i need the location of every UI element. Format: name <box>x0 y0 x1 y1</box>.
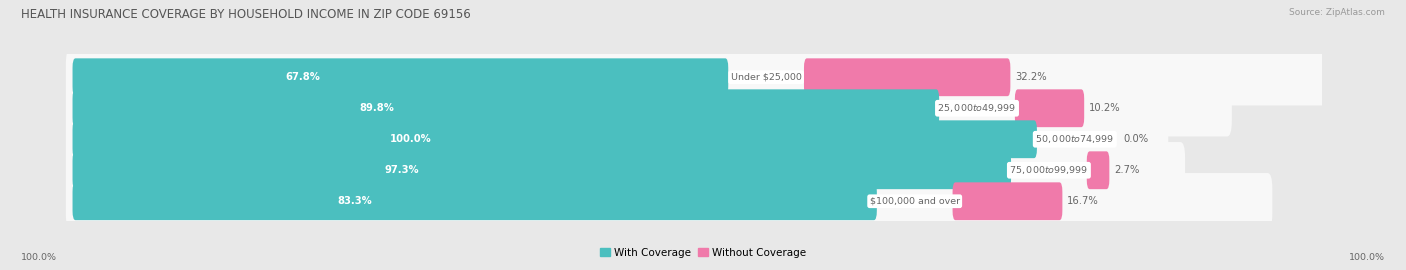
Text: 67.8%: 67.8% <box>285 72 321 82</box>
Legend: With Coverage, Without Coverage: With Coverage, Without Coverage <box>596 244 810 262</box>
FancyBboxPatch shape <box>73 182 877 220</box>
FancyBboxPatch shape <box>73 89 939 127</box>
FancyBboxPatch shape <box>66 111 1168 167</box>
Text: 100.0%: 100.0% <box>389 134 432 144</box>
FancyBboxPatch shape <box>73 58 728 96</box>
Text: 83.3%: 83.3% <box>337 196 373 206</box>
Text: $75,000 to $99,999: $75,000 to $99,999 <box>1010 164 1088 176</box>
FancyBboxPatch shape <box>1087 151 1109 189</box>
FancyBboxPatch shape <box>66 80 1232 136</box>
FancyBboxPatch shape <box>73 120 1038 158</box>
FancyBboxPatch shape <box>66 49 1369 106</box>
FancyBboxPatch shape <box>1015 89 1084 127</box>
Text: 32.2%: 32.2% <box>1015 72 1047 82</box>
Text: 2.7%: 2.7% <box>1114 165 1139 175</box>
Text: HEALTH INSURANCE COVERAGE BY HOUSEHOLD INCOME IN ZIP CODE 69156: HEALTH INSURANCE COVERAGE BY HOUSEHOLD I… <box>21 8 471 21</box>
FancyBboxPatch shape <box>66 142 1185 198</box>
Text: $50,000 to $74,999: $50,000 to $74,999 <box>1035 133 1115 145</box>
Text: 97.3%: 97.3% <box>385 165 419 175</box>
FancyBboxPatch shape <box>73 151 1011 189</box>
Text: 0.0%: 0.0% <box>1123 134 1149 144</box>
FancyBboxPatch shape <box>953 182 1063 220</box>
Text: $100,000 and over: $100,000 and over <box>870 197 960 206</box>
FancyBboxPatch shape <box>66 173 1272 230</box>
Text: 16.7%: 16.7% <box>1067 196 1099 206</box>
Text: Under $25,000: Under $25,000 <box>731 73 801 82</box>
Text: 89.8%: 89.8% <box>360 103 394 113</box>
Text: $25,000 to $49,999: $25,000 to $49,999 <box>938 102 1017 114</box>
Text: 100.0%: 100.0% <box>21 253 58 262</box>
FancyBboxPatch shape <box>804 58 1011 96</box>
Text: 100.0%: 100.0% <box>1348 253 1385 262</box>
Text: Source: ZipAtlas.com: Source: ZipAtlas.com <box>1289 8 1385 17</box>
Text: 10.2%: 10.2% <box>1090 103 1121 113</box>
